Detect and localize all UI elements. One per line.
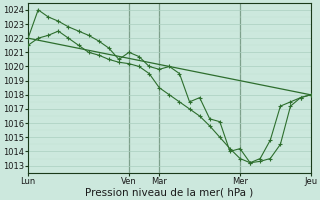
X-axis label: Pression niveau de la mer( hPa ): Pression niveau de la mer( hPa ) — [85, 187, 253, 197]
